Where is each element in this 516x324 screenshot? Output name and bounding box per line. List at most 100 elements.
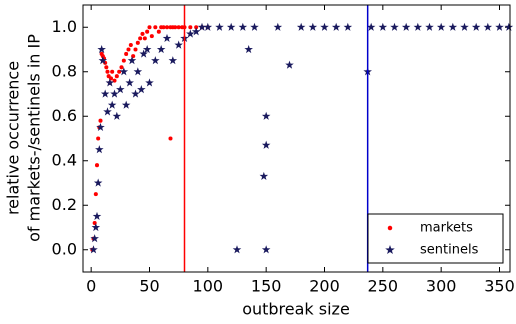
star-marker — [110, 89, 119, 98]
star-marker — [100, 89, 110, 98]
y-tick-label: 0.6 — [52, 106, 77, 125]
dot-marker — [156, 29, 161, 34]
dot-marker — [105, 69, 110, 74]
dot-marker — [173, 25, 178, 30]
x-tick-label: 150 — [251, 277, 282, 296]
star-marker — [105, 78, 115, 87]
star-marker — [343, 22, 353, 31]
star-marker — [125, 78, 134, 87]
star-marker — [448, 22, 458, 31]
star-marker — [131, 89, 140, 98]
dot-marker — [188, 25, 193, 30]
star-marker — [390, 22, 399, 31]
dot-marker — [153, 25, 158, 30]
star-marker — [244, 45, 253, 54]
y-tick-label: 1.0 — [52, 17, 77, 36]
star-marker — [93, 178, 103, 187]
star-marker — [145, 78, 154, 87]
legend-box — [367, 213, 504, 264]
legend-label: sentinels — [420, 243, 479, 258]
dot-marker — [114, 74, 119, 79]
dot-marker — [168, 136, 173, 141]
star-marker — [139, 49, 148, 58]
star-marker — [156, 45, 166, 54]
x-tick-label: 250 — [368, 277, 399, 296]
star-marker — [103, 107, 112, 116]
star-marker — [413, 22, 423, 31]
plot-frame — [82, 4, 511, 273]
dot-marker — [135, 40, 140, 45]
dot-marker — [126, 47, 131, 52]
dot-marker — [147, 25, 152, 30]
star-marker — [90, 234, 99, 243]
star-marker — [197, 22, 207, 31]
star-marker — [133, 67, 143, 76]
dot-marker — [138, 36, 143, 41]
dot-marker — [387, 225, 393, 231]
star-marker — [320, 22, 329, 31]
star-marker — [471, 22, 481, 31]
dot-marker — [119, 65, 124, 70]
dot-marker — [110, 69, 115, 74]
star-marker — [425, 22, 434, 31]
dot-marker — [98, 118, 103, 123]
star-marker — [273, 22, 283, 31]
star-marker — [504, 22, 514, 31]
star-marker — [460, 22, 469, 31]
star-marker — [308, 22, 318, 31]
x-tick-label: 300 — [426, 277, 457, 296]
star-marker — [97, 45, 106, 54]
dot-marker — [161, 25, 166, 30]
star-marker — [495, 22, 504, 31]
star-marker — [98, 56, 108, 65]
star-marker — [366, 22, 376, 31]
star-marker — [91, 223, 101, 232]
star-marker — [483, 22, 493, 31]
star-marker — [261, 140, 271, 149]
star-marker — [168, 56, 178, 65]
star-marker — [215, 22, 224, 31]
star-marker — [89, 245, 98, 254]
dot-marker — [128, 43, 133, 48]
star-marker — [261, 111, 271, 120]
dot-marker — [93, 192, 98, 197]
x-tick-label: 350 — [484, 277, 515, 296]
dot-marker — [94, 163, 100, 168]
star-marker — [142, 45, 152, 54]
star-marker — [385, 245, 395, 255]
star-marker — [96, 122, 105, 132]
dot-marker — [133, 47, 138, 52]
dot-marker — [96, 136, 101, 141]
dot-marker — [149, 34, 154, 39]
legend: markets sentinels — [367, 213, 504, 264]
star-marker — [436, 22, 446, 31]
x-tick-label: 200 — [309, 277, 340, 296]
y-tick-label: 0.2 — [52, 195, 77, 214]
star-marker — [261, 245, 271, 254]
star-marker — [191, 27, 201, 36]
y-tick-label: 0.0 — [52, 239, 77, 258]
star-marker — [174, 40, 183, 49]
star-marker — [92, 211, 102, 221]
dot-marker — [124, 51, 129, 56]
star-marker — [127, 56, 137, 65]
star-marker — [378, 22, 388, 31]
star-marker — [121, 100, 131, 109]
star-marker — [285, 60, 294, 69]
dot-marker — [176, 25, 181, 30]
x-tick-label: 0 — [86, 277, 96, 296]
star-marker — [401, 22, 411, 31]
star-marker — [296, 22, 306, 31]
star-marker — [162, 33, 172, 43]
x-tick-label: 100 — [193, 277, 224, 296]
star-marker — [250, 22, 259, 31]
star-marker — [119, 67, 129, 76]
y-axis-label: relative occurrence — [4, 61, 23, 215]
y-tick-label: 0.4 — [52, 150, 77, 169]
star-marker — [112, 111, 122, 120]
star-marker — [238, 22, 248, 31]
dot-marker — [164, 25, 170, 30]
dot-marker — [145, 29, 150, 34]
x-tick-label: 50 — [139, 277, 159, 296]
